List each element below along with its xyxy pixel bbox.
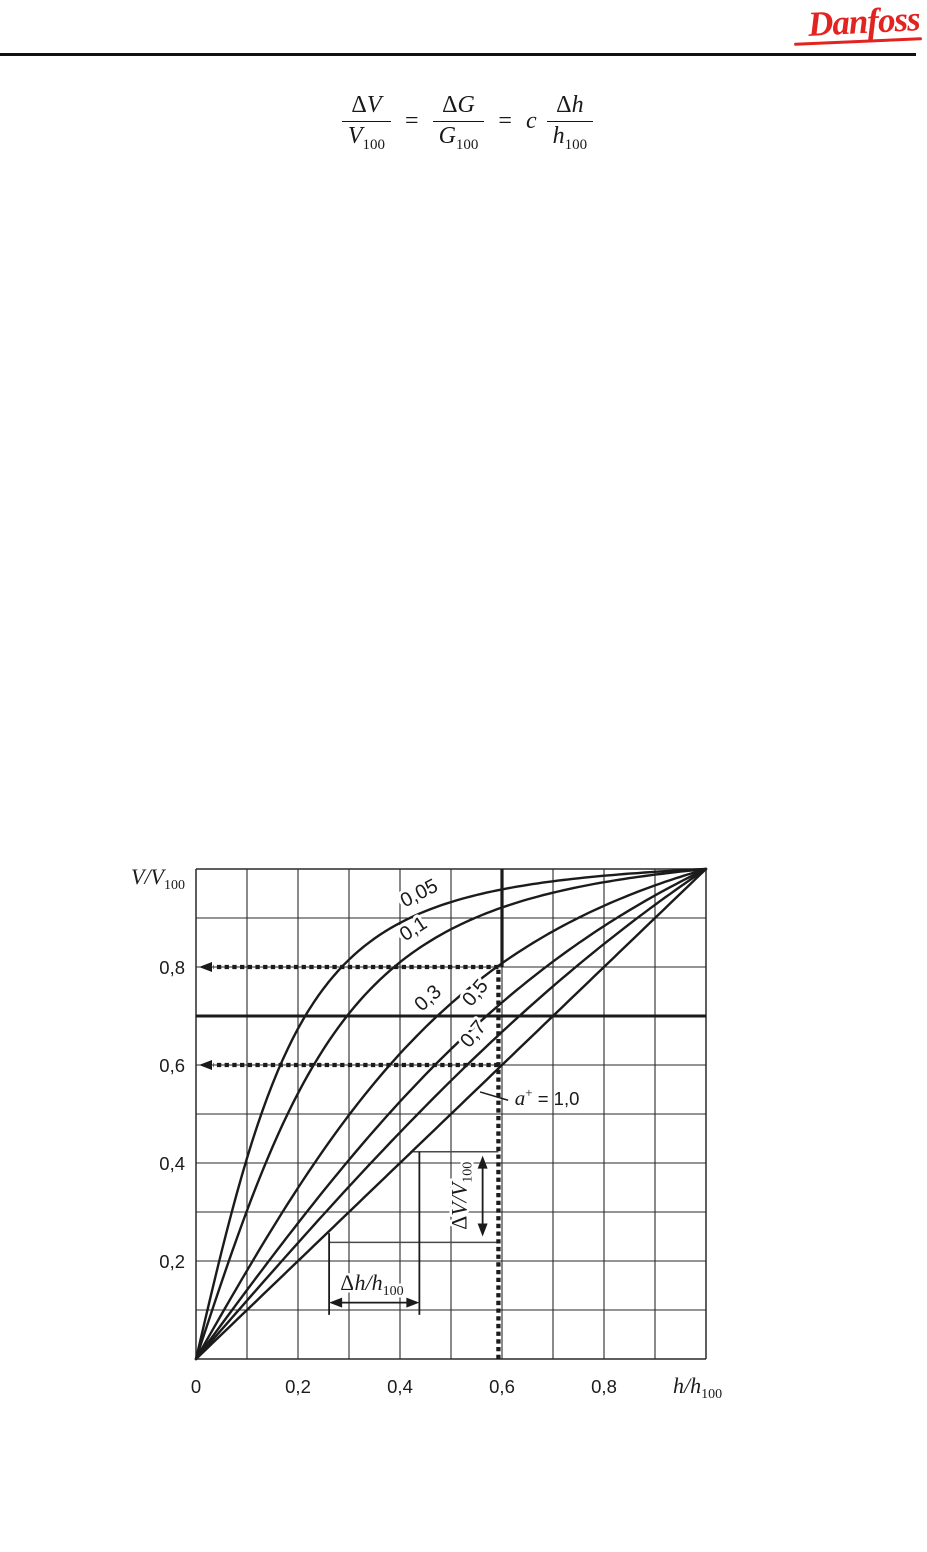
guide-arrowhead-left <box>199 1060 212 1070</box>
curve-a-07 <box>194 867 708 1361</box>
x-tick-label: 0,8 <box>591 1376 617 1397</box>
delta-h-label: Δh/h100 <box>340 1270 403 1299</box>
curve-a-03 <box>194 867 708 1361</box>
delta-v-label: ΔV/V100 <box>446 1162 475 1230</box>
formula-coefficient-c: c <box>525 107 537 134</box>
formula-fraction-dv: ΔV V100 <box>341 92 392 152</box>
formula-fraction-dg: ΔG G100 <box>432 92 485 152</box>
y-axis-title: V/V100 <box>131 864 185 893</box>
formula-denominator: V100 <box>341 121 392 152</box>
curve-a-05 <box>194 867 708 1361</box>
header-rule <box>0 53 916 56</box>
curve-a-1 <box>194 867 708 1361</box>
x-tick-label: 0,6 <box>489 1376 515 1397</box>
valve-characteristic-chart: 0,20,40,60,80 0,2 0,4 0,6 0,8V/V100h/h1000,0… <box>131 864 722 1402</box>
danfoss-logo: Danfoss <box>774 0 924 52</box>
x-tick-label: 0,2 <box>285 1376 311 1397</box>
guide-arrowhead-left <box>199 962 212 972</box>
formula-block: ΔV V100 = ΔG G100 = c Δh h100 <box>4 92 927 152</box>
curve-label: 0,5 <box>458 975 493 1010</box>
formula-numerator: ΔV <box>351 92 382 118</box>
arrowhead-down <box>477 1223 488 1237</box>
curve-label: 0,1 <box>396 912 431 946</box>
curve-a-01 <box>194 867 708 1361</box>
arrowhead-up <box>477 1155 488 1169</box>
equals-sign: = <box>405 107 419 134</box>
formula-fraction-dh: Δh h100 <box>546 92 594 152</box>
curve-label: 0,3 <box>410 981 445 1016</box>
equals-sign: = <box>498 107 512 134</box>
arrowhead-right <box>406 1297 420 1308</box>
x-axis-title: h/h100 <box>673 1373 722 1402</box>
aplus-curve-label: a+ = 1,0 <box>515 1085 580 1110</box>
arrowhead-left <box>329 1297 343 1308</box>
formula-numerator: ΔG <box>442 92 475 118</box>
y-tick-label: 0,8 <box>159 957 185 978</box>
y-tick-label: 0,4 <box>159 1153 185 1174</box>
formula-denominator: G100 <box>432 121 485 152</box>
formula-numerator: Δh <box>556 92 584 118</box>
x-tick-label: 0,4 <box>387 1376 413 1397</box>
y-tick-label: 0,6 <box>159 1055 185 1076</box>
aplus-leader-line <box>479 1091 509 1101</box>
x-tick-label: 0 <box>191 1376 201 1397</box>
y-tick-label: 0,2 <box>159 1251 185 1272</box>
formula-denominator: h100 <box>546 121 594 152</box>
